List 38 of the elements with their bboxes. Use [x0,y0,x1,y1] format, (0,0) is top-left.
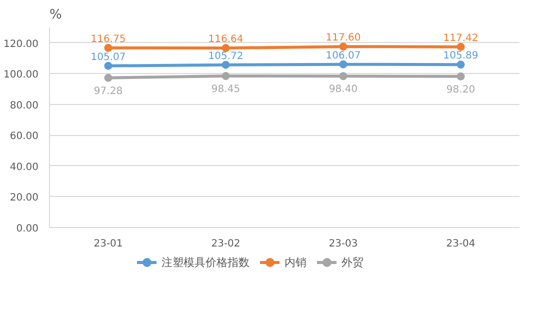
data-label: 98.45 [211,84,240,96]
x-tick-label: 23-03 [328,238,358,250]
legend-label: 注塑模具价格指数 [162,254,250,270]
point [456,72,465,80]
y-tick-label: 0.00 [16,224,38,234]
data-label: 98.20 [446,84,476,96]
point [339,60,348,68]
point [339,42,348,51]
data-label: 105.07 [90,52,126,63]
y-tick-label: 60.00 [10,131,39,142]
point [104,44,112,52]
data-label: 106.07 [326,50,361,62]
point [456,42,465,51]
x-tick-label: 23-01 [94,238,123,250]
data-label: 116.64 [208,34,244,46]
legend-label: 内销 [284,254,306,270]
x-tick-label: 23-02 [211,238,240,250]
y-tick-label: 40.00 [10,162,39,173]
y-tick-label: 80.00 [10,100,39,112]
legend-label: 外贸 [342,254,364,270]
data-label: 117.60 [326,32,361,44]
data-label: 98.40 [328,84,358,96]
x-tick-label: 23-04 [446,238,476,250]
data-label: 116.75 [90,34,126,45]
point [456,60,465,69]
point [222,72,230,80]
point [104,74,112,82]
point [222,60,230,69]
data-label: 97.28 [94,86,123,97]
data-label: 105.89 [443,50,478,62]
point [104,62,112,70]
data-label: 117.42 [443,32,478,44]
y-axis-title: % [50,8,62,22]
y-tick-label: 20.00 [10,192,39,204]
data-label: 105.72 [208,50,244,62]
point [339,72,348,80]
y-tick-label: 100.00 [4,70,39,81]
y-tick-label: 120.00 [4,38,39,50]
